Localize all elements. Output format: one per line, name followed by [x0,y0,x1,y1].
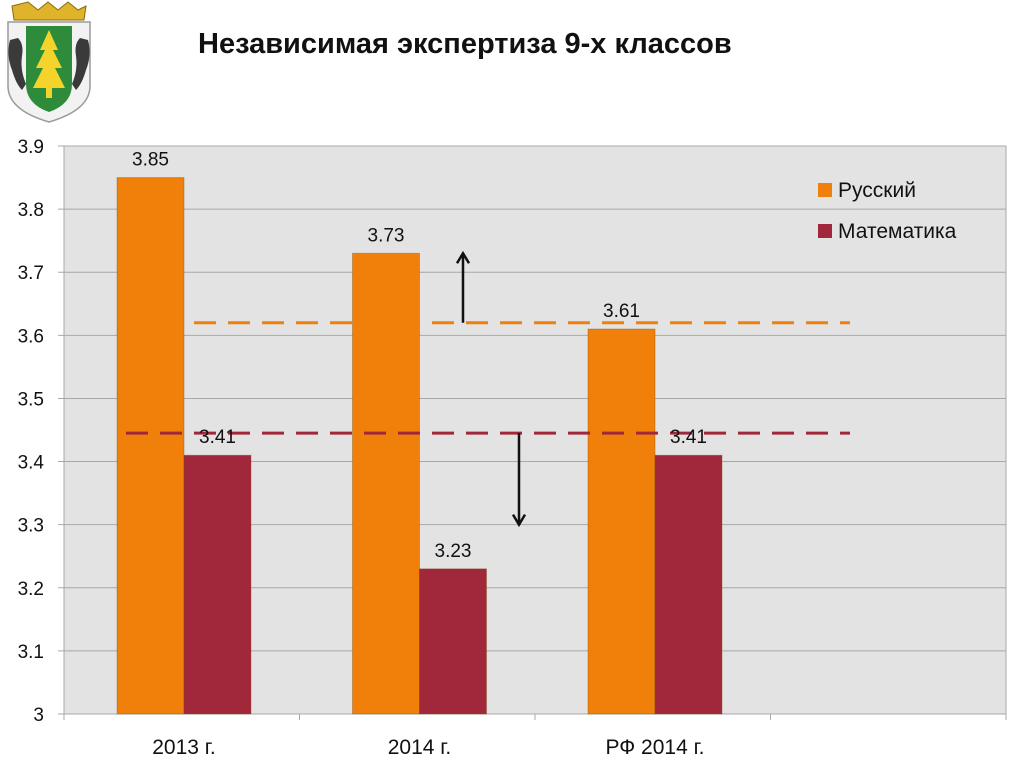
data-label: 3.85 [132,150,169,171]
page-title: Независимая экспертиза 9-х классов [198,28,732,60]
data-label: 3.41 [199,427,236,448]
legend-swatch [818,224,832,238]
y-tick-label: 3.8 [18,200,44,221]
y-tick-label: 3.3 [18,516,44,537]
y-tick-label: 3 [33,705,44,726]
bar-math [419,568,487,715]
x-category-label: 2013 г. [152,736,215,759]
bar-russian [587,328,656,715]
reference-lines [126,321,850,435]
coat-of-arms-icon [7,1,91,123]
bar-math [183,454,252,715]
arrow-down-icon [511,514,527,528]
y-tick-label: 3.6 [18,326,44,347]
bar-math [654,454,723,715]
legend: Русский Математика [818,179,957,243]
x-axis-categories: 2013 г. 2014 г. РФ 2014 г. [152,736,704,759]
data-label: 3.23 [435,541,472,562]
y-tick-label: 3.4 [18,453,45,474]
bar-russian [352,252,420,715]
y-tick-label: 3.1 [18,642,44,663]
y-tick-label: 3.9 [18,137,44,158]
bars [116,177,723,715]
y-tick-label: 3.5 [18,389,44,410]
arrow-up-icon [455,250,471,264]
data-label: 3.41 [670,427,707,448]
legend-label: Русский [838,179,916,202]
x-category-label: РФ 2014 г. [605,736,704,759]
x-category-label: 2014 г. [388,736,451,759]
legend-label: Математика [838,220,957,243]
data-labels: 3.85 3.41 3.73 3.23 3.61 3.41 [132,150,707,562]
data-label: 3.73 [368,225,405,246]
legend-swatch [818,183,832,197]
y-tick-label: 3.2 [18,579,44,600]
y-tick-label: 3.7 [18,263,44,284]
bar-russian [116,177,185,715]
trend-arrows [455,250,527,528]
data-label: 3.61 [603,301,640,322]
y-axis-ticks: 3 3.1 3.2 3.3 3.4 3.5 3.6 3.7 3.8 3.9 [18,137,45,726]
